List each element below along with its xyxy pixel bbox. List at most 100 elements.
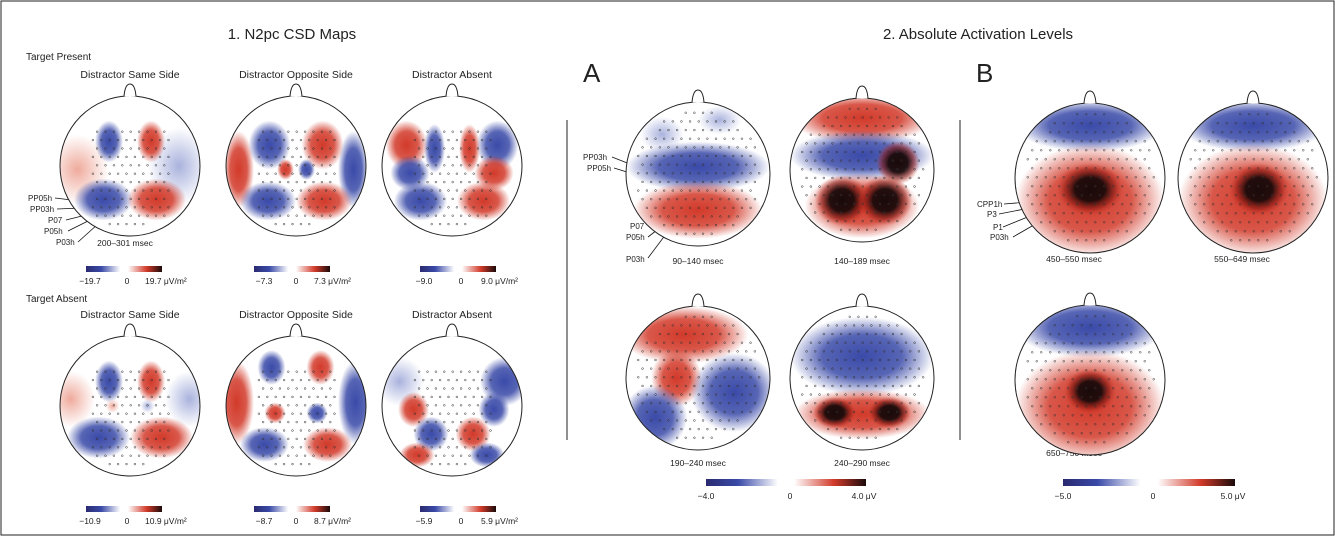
electrode-dot (158, 206, 162, 209)
electrode-dot (1194, 149, 1197, 152)
electrode-dot (706, 324, 709, 327)
electrode-dot (312, 164, 315, 167)
electrode-dot (443, 130, 446, 133)
electrode-dot (468, 147, 471, 150)
electrode-dot (865, 107, 869, 110)
electrode-dot (727, 419, 731, 422)
electrode-dot (714, 206, 718, 209)
electrode-dot (658, 215, 661, 218)
electrode-dot (1044, 212, 1047, 215)
electrode-dot (116, 462, 120, 466)
electrode-dot (485, 164, 488, 167)
electrode-dot (1239, 239, 1242, 242)
electrode-dot (468, 437, 471, 441)
electrode-dot (1053, 122, 1056, 125)
electrode-dot (291, 412, 294, 415)
electrode-dot (917, 194, 921, 197)
electrode-dot (891, 176, 895, 180)
electrode-dot (650, 419, 653, 422)
electrode-dot (740, 172, 744, 175)
electrode-dot (706, 172, 709, 175)
electrode-dot (1035, 194, 1038, 197)
electrode-dot (295, 420, 298, 424)
electrode-dot (688, 393, 692, 396)
electrode-dot (257, 378, 261, 382)
electrode-dot (108, 429, 111, 432)
electrode-dot (736, 163, 739, 166)
group-label-target-present: Target Present (26, 52, 91, 63)
electrode-dot (447, 395, 450, 399)
electrode-dot (831, 419, 834, 422)
electrode-dot (464, 172, 467, 175)
electrode-dot (809, 185, 813, 188)
electrode-dot (827, 150, 830, 154)
electrode-dot (417, 147, 421, 150)
electrode-dot (116, 155, 120, 159)
electrode-dot (312, 197, 315, 201)
electrode-dot (913, 393, 916, 396)
electrode-dot (732, 223, 735, 227)
electrode-dot (1071, 230, 1074, 233)
electrode-dot (719, 384, 722, 388)
electrode-dot (295, 437, 298, 441)
electrode-dot (333, 189, 336, 192)
electrode-dot (865, 228, 869, 231)
electrode-dot (447, 206, 450, 209)
electrode-dot (430, 378, 433, 382)
electrode-dot (883, 367, 886, 370)
electrode-dot (1080, 432, 1083, 435)
electrode-dot (835, 376, 838, 379)
electrode-dot (917, 384, 921, 388)
electrode-dot (861, 185, 864, 188)
electrode-dot (112, 130, 116, 133)
electrode-dot (129, 420, 132, 424)
electrode-dot (1085, 387, 1088, 390)
electrode-dot (710, 315, 713, 318)
electrode-dot (701, 402, 705, 405)
electrode-dot (1134, 212, 1137, 215)
electrode-dot (108, 446, 111, 449)
electrode-dot (1076, 333, 1079, 336)
electrode-dot (278, 197, 282, 201)
electrode-dot (443, 370, 446, 373)
electrode-dot (1053, 140, 1056, 143)
electrode-dot (430, 222, 433, 226)
electrode-dot (688, 120, 692, 123)
electrode-dot (278, 454, 282, 457)
electrode-dot (133, 412, 137, 415)
nose-icon (1246, 90, 1260, 104)
electrode-dot (701, 332, 705, 336)
electrode-dot (1125, 230, 1128, 233)
electrode-dot (844, 202, 847, 205)
electrode-dot (116, 412, 120, 415)
electrode-dot (316, 138, 319, 142)
electrode-dot (701, 436, 705, 439)
electrode-dot (719, 128, 722, 132)
electrode-label: P03h (626, 255, 645, 264)
electrode-dot (129, 387, 132, 390)
electrode-dot (489, 378, 492, 382)
electrode-dot (693, 111, 696, 114)
electrode-dot (675, 198, 679, 201)
electrode-dot (443, 420, 446, 424)
electrode-dot (451, 437, 454, 441)
electrode-dot (455, 172, 459, 175)
activation-blob (296, 181, 352, 221)
electrode-dot (1103, 405, 1106, 408)
electrode-dot (125, 155, 128, 159)
electrode-dot (303, 164, 307, 167)
electrode-dot (299, 462, 303, 466)
electrode-dot (438, 138, 442, 142)
panel-letter-b: B (976, 58, 993, 88)
electrode-dot (1053, 230, 1056, 233)
electrode-dot (299, 206, 303, 209)
electrode-dot (1107, 158, 1110, 161)
electrode-dot (459, 164, 463, 167)
electrode-dot (324, 395, 328, 399)
colorbar-min-label: −4.0 (698, 491, 715, 501)
electrode-dot (451, 404, 454, 407)
electrode-dot (146, 387, 149, 390)
electrode-dot (146, 420, 149, 424)
electrode-dot (706, 427, 709, 431)
electrode-dot (1067, 131, 1070, 134)
